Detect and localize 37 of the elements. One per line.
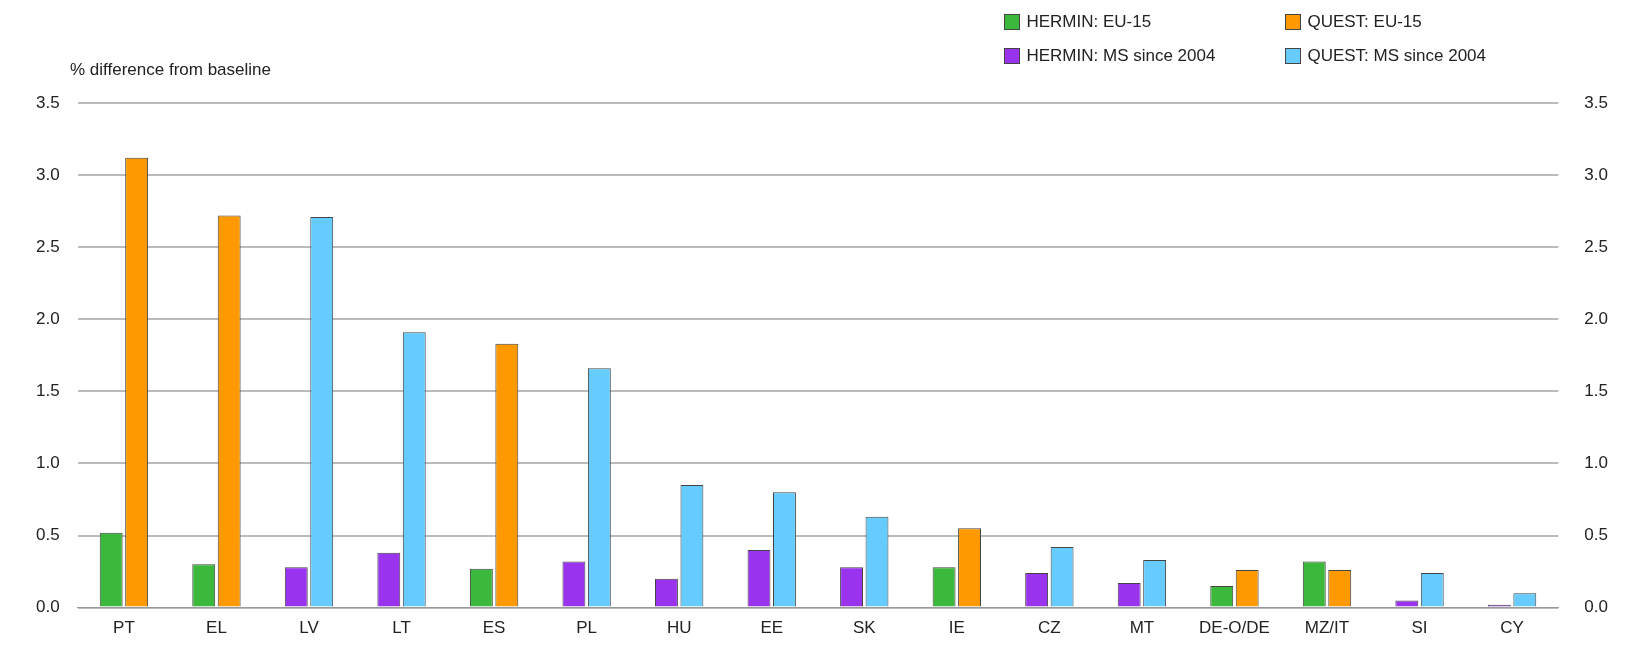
x-tick-label: MT [1129, 618, 1155, 638]
x-tick-label: ES [482, 618, 506, 638]
y-tick-label: 0.0 [35, 597, 60, 617]
legend-label: QUEST: EU-15 [1307, 12, 1422, 32]
y-tick-label: 1.5 [35, 381, 60, 401]
x-tick-label: DE-O/DE [1199, 618, 1270, 638]
y2-tick-label: 3.5 [1584, 92, 1609, 112]
y-tick-label: 0.5 [35, 525, 60, 545]
x-tick-label: IE [948, 618, 965, 638]
x-tick-label: SI [1411, 618, 1428, 638]
legend-label: HERMIN: MS since 2004 [1026, 46, 1216, 66]
y2-tick-label: 1.0 [1584, 453, 1609, 473]
legend-label: HERMIN: EU-15 [1026, 12, 1152, 32]
y-tick-label: 1.0 [35, 453, 60, 473]
x-tick-label: EL [206, 618, 227, 638]
y2-tick-label: 0.5 [1584, 525, 1609, 545]
x-tick-label: SK [852, 618, 877, 638]
y2-tick-label: 3.0 [1584, 164, 1609, 184]
y2-tick-label: 0.0 [1584, 597, 1609, 617]
x-tick-label: LV [299, 618, 320, 638]
x-tick-label: LT [392, 618, 411, 638]
x-tick-label: MZ/IT [1304, 618, 1350, 638]
y2-tick-label: 2.5 [1584, 236, 1609, 256]
y2-tick-label: 2.0 [1584, 308, 1609, 328]
y-tick-label: 3.0 [35, 164, 60, 184]
x-tick-label: PT [113, 618, 135, 638]
x-tick-label: PL [576, 618, 598, 638]
x-tick-label: EE [760, 618, 784, 638]
y-tick-label: 3.5 [35, 92, 60, 112]
y-tick-label: 2.0 [35, 308, 60, 328]
x-tick-label: HU [666, 618, 692, 638]
x-tick-label: CY [1500, 618, 1524, 638]
y2-tick-label: 1.5 [1584, 381, 1609, 401]
y-tick-label: 2.5 [35, 236, 60, 256]
legend-label: QUEST: MS since 2004 [1307, 46, 1486, 66]
x-tick-label: CZ [1038, 618, 1061, 638]
y-axis-title: % difference from baseline [70, 60, 271, 80]
